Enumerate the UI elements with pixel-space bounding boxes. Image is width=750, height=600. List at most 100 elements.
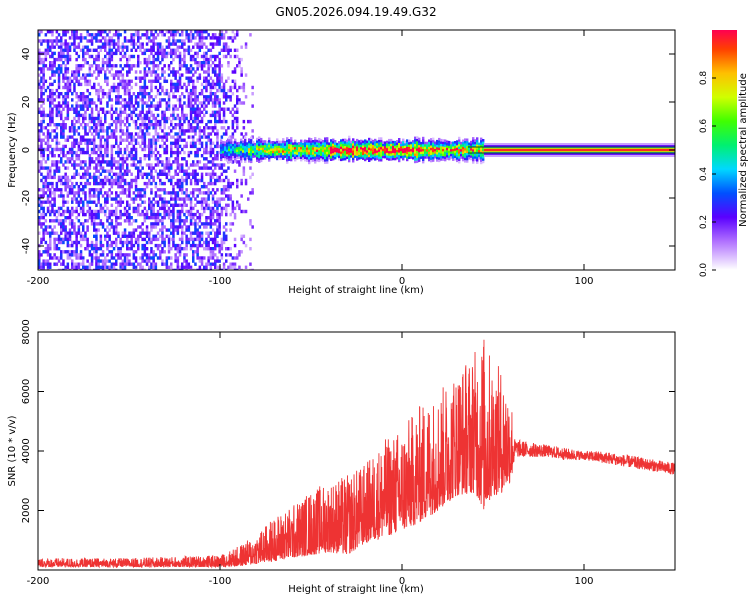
heatmap-cell bbox=[77, 98, 81, 102]
heatmap-cell bbox=[181, 92, 184, 96]
heatmap-cell bbox=[194, 132, 197, 136]
heatmap-cell bbox=[192, 107, 195, 111]
heatmap-cell bbox=[57, 178, 61, 183]
heatmap-cell bbox=[145, 42, 149, 46]
heatmap-cell bbox=[216, 98, 219, 102]
heatmap-cell bbox=[79, 262, 83, 266]
heatmap-cell bbox=[156, 67, 160, 71]
heatmap-cell bbox=[332, 157, 335, 161]
heatmap-cell bbox=[189, 203, 193, 207]
heatmap-cell bbox=[77, 104, 81, 108]
heatmap-cell bbox=[388, 138, 391, 142]
heatmap-cell bbox=[211, 157, 215, 161]
heatmap-cell bbox=[57, 206, 61, 211]
heatmap-cell bbox=[121, 253, 125, 257]
heatmap-cell bbox=[216, 110, 219, 114]
heatmap-cell bbox=[196, 172, 199, 176]
heatmap-cell bbox=[134, 259, 138, 263]
heatmap-cell bbox=[137, 169, 140, 173]
heatmap-cell bbox=[226, 139, 229, 143]
heatmap-cell bbox=[57, 222, 61, 226]
heatmap-cell bbox=[368, 157, 371, 160]
heatmap-cell bbox=[51, 231, 54, 235]
heatmap-cell bbox=[154, 126, 158, 130]
heatmap-cell bbox=[73, 141, 76, 145]
heatmap-cell bbox=[214, 209, 217, 214]
heatmap-cell bbox=[450, 153, 453, 157]
heatmap-cell bbox=[62, 51, 65, 56]
heatmap-cell bbox=[161, 228, 164, 232]
heatmap-cell bbox=[244, 138, 247, 142]
heatmap-cell bbox=[97, 88, 100, 93]
heatmap-cell bbox=[194, 154, 197, 158]
heatmap-cell bbox=[152, 206, 155, 211]
heatmap-cell bbox=[218, 51, 221, 56]
heatmap-cell bbox=[278, 140, 281, 144]
heatmap-cell bbox=[40, 98, 43, 102]
heatmap-cell bbox=[106, 57, 109, 62]
heatmap-cell bbox=[167, 247, 171, 251]
heatmap-cell bbox=[101, 30, 105, 34]
heatmap-cell bbox=[176, 268, 180, 270]
heatmap-cell bbox=[165, 88, 169, 93]
heatmap-cell bbox=[123, 240, 127, 245]
heatmap-cell bbox=[167, 265, 171, 269]
heatmap-cell bbox=[95, 57, 98, 62]
heatmap-cell bbox=[75, 262, 78, 266]
heatmap-cell bbox=[209, 166, 213, 170]
heatmap-cell bbox=[49, 98, 52, 102]
heatmap-cell bbox=[77, 200, 81, 204]
heatmap-cell bbox=[214, 157, 217, 161]
heatmap-cell bbox=[126, 138, 129, 142]
heatmap-cell bbox=[77, 163, 81, 167]
heatmap-cell bbox=[101, 42, 105, 46]
heatmap-cell bbox=[95, 237, 98, 242]
heatmap-cell bbox=[60, 113, 63, 118]
heatmap-cell bbox=[260, 140, 263, 143]
heatmap-cell bbox=[189, 30, 193, 34]
heatmap-cell bbox=[60, 150, 63, 155]
heatmap-cell bbox=[141, 51, 144, 56]
heatmap-cell bbox=[159, 234, 162, 238]
heatmap-cell bbox=[165, 101, 169, 105]
heatmap-cell bbox=[244, 155, 247, 159]
heatmap-cell bbox=[249, 175, 252, 180]
heatmap-cell bbox=[66, 42, 70, 46]
heatmap-cell bbox=[82, 95, 85, 99]
heatmap-cell bbox=[225, 259, 228, 263]
heatmap-cell bbox=[79, 98, 83, 102]
heatmap-cell bbox=[198, 48, 202, 52]
heatmap-cell bbox=[233, 82, 237, 87]
heatmap-cell bbox=[93, 101, 96, 105]
heatmap-cell bbox=[104, 234, 107, 238]
heatmap-cell bbox=[49, 135, 52, 139]
heatmap-cell bbox=[167, 216, 171, 220]
heatmap-cell bbox=[231, 119, 235, 124]
heatmap-cell bbox=[40, 200, 43, 204]
heatmap-cell bbox=[172, 135, 175, 139]
heatmap-cell bbox=[418, 159, 421, 162]
heatmap-cell bbox=[205, 70, 208, 74]
heatmap-cell bbox=[198, 42, 202, 46]
heatmap-cell bbox=[150, 82, 153, 87]
heatmap-cell bbox=[82, 172, 85, 176]
heatmap-cell bbox=[428, 149, 431, 152]
heatmap-cell bbox=[174, 160, 177, 164]
heatmap-cell bbox=[90, 113, 94, 118]
heatmap-cell bbox=[79, 64, 83, 68]
heatmap-cell bbox=[183, 172, 186, 176]
heatmap-cell bbox=[79, 197, 83, 201]
heatmap-cell bbox=[203, 268, 206, 270]
heatmap-cell bbox=[176, 157, 180, 161]
heatmap-cell bbox=[308, 156, 311, 160]
heatmap-cell bbox=[230, 143, 233, 147]
heatmap-cell bbox=[192, 194, 195, 198]
heatmap-cell bbox=[137, 101, 140, 105]
heatmap-cell bbox=[196, 138, 199, 142]
heatmap-cell bbox=[75, 268, 78, 270]
heatmap-cell bbox=[154, 243, 158, 248]
heatmap-cell bbox=[77, 82, 81, 87]
heatmap-cell bbox=[104, 212, 107, 217]
heatmap-cell bbox=[448, 150, 451, 154]
heatmap-cell bbox=[185, 64, 188, 68]
